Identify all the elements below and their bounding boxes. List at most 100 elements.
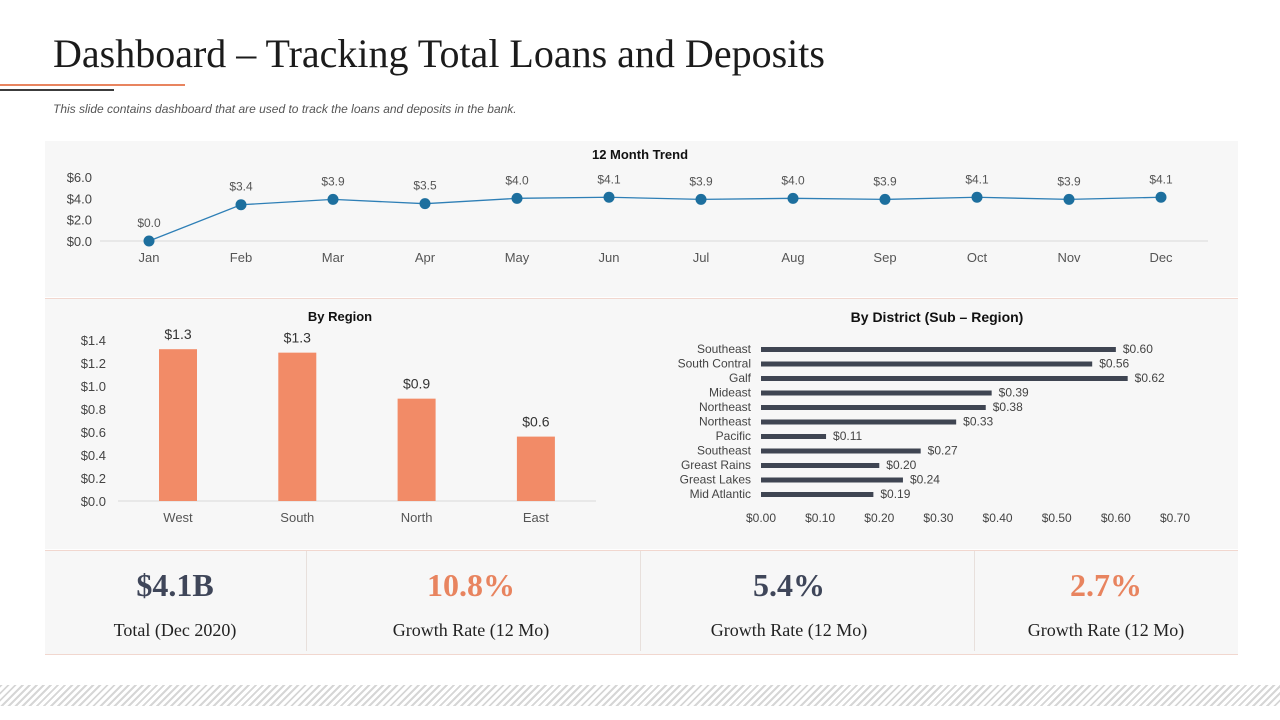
y-tick-label: $0.8 bbox=[81, 402, 106, 417]
x-tick-label: $0.30 bbox=[923, 511, 953, 525]
x-tick-label: $0.70 bbox=[1160, 511, 1190, 525]
x-tick-label: Jun bbox=[599, 250, 620, 265]
bar bbox=[761, 390, 992, 396]
y-tick-label: $0.4 bbox=[81, 448, 106, 463]
trend-chart: 12 Month Trend $6.0 $4.0 $2.0 $0.0 $0.0 Jan $3.… bbox=[67, 147, 1208, 265]
y-tick-label: $2.0 bbox=[67, 213, 92, 228]
data-label: $1.3 bbox=[284, 330, 311, 346]
x-tick-label: Mar bbox=[322, 250, 345, 265]
bar bbox=[761, 419, 957, 425]
data-label: $0.27 bbox=[928, 444, 958, 458]
kpi-panel bbox=[45, 551, 1238, 654]
kpi-growth-3: 2.7% Growth Rate (12 Mo) bbox=[976, 551, 1236, 641]
x-tick-label: South bbox=[280, 510, 314, 525]
category-label: Mideast bbox=[709, 386, 752, 400]
data-label: $0.60 bbox=[1123, 342, 1153, 356]
x-tick-label: Oct bbox=[967, 250, 988, 265]
kpi-value: 10.8% bbox=[427, 567, 515, 603]
y-tick-label: $0.6 bbox=[81, 425, 106, 440]
kpi-divider bbox=[640, 551, 641, 651]
category-label: Galf bbox=[729, 371, 752, 385]
data-label: $0.6 bbox=[522, 414, 549, 430]
y-tick-label: $1.4 bbox=[81, 333, 106, 348]
bar bbox=[397, 398, 436, 501]
data-point bbox=[787, 192, 799, 204]
kpi-label: Growth Rate (12 Mo) bbox=[392, 620, 550, 640]
category-label: Mid Atlantic bbox=[690, 487, 751, 501]
page-title: Dashboard – Tracking Total Loans and Dep… bbox=[53, 31, 825, 76]
data-point bbox=[879, 193, 891, 205]
y-tick-label: $6.0 bbox=[67, 170, 92, 185]
x-tick-label: Jul bbox=[693, 250, 710, 265]
kpi-label: Growth Rate (12 Mo) bbox=[710, 620, 868, 640]
x-tick-label: West bbox=[163, 510, 193, 525]
kpi-label: Total (Dec 2020) bbox=[113, 620, 237, 640]
kpi-divider bbox=[306, 551, 307, 651]
bar bbox=[761, 405, 986, 410]
bar bbox=[516, 436, 555, 501]
region-chart: By Region $1.4 $1.2 $1.0 $0.8 $0.6 $0.4 $0.2 $0.… bbox=[81, 309, 596, 525]
bar bbox=[761, 347, 1116, 352]
x-tick-label: East bbox=[523, 510, 549, 525]
panel-separator bbox=[45, 298, 1238, 299]
data-point bbox=[327, 193, 339, 205]
district-chart: By District (Sub – Region) Southeast $0.60… bbox=[678, 309, 1191, 525]
x-tick-label: $0.40 bbox=[983, 511, 1013, 525]
y-tick-label: $4.0 bbox=[67, 191, 92, 206]
data-label: $4.0 bbox=[781, 173, 805, 187]
x-tick-label: North bbox=[401, 510, 433, 525]
footer-hatch-band bbox=[0, 685, 1280, 706]
y-tick-label: $0.2 bbox=[81, 471, 106, 486]
bar bbox=[761, 376, 1128, 381]
data-label: $3.5 bbox=[413, 179, 437, 193]
data-point bbox=[143, 235, 155, 247]
data-point bbox=[1063, 193, 1075, 205]
chart-title: By District (Sub – Region) bbox=[851, 309, 1024, 325]
y-tick-label: $0.0 bbox=[67, 234, 92, 249]
data-label: $0.33 bbox=[963, 415, 993, 429]
title-accent-line bbox=[0, 84, 185, 86]
kpi-growth-2: 5.4% Growth Rate (12 Mo) bbox=[659, 551, 919, 641]
data-label: $0.24 bbox=[910, 473, 940, 487]
data-label: $0.38 bbox=[993, 400, 1023, 414]
x-tick-label: Nov bbox=[1057, 250, 1081, 265]
data-label: $4.1 bbox=[597, 172, 621, 186]
data-label: $0.62 bbox=[1135, 371, 1165, 385]
data-label: $0.0 bbox=[137, 216, 161, 230]
kpi-label: Growth Rate (12 Mo) bbox=[1027, 620, 1185, 640]
bar bbox=[761, 448, 921, 454]
kpi-value: $4.1B bbox=[136, 567, 214, 603]
x-tick-label: $0.20 bbox=[864, 511, 894, 525]
category-label: Greast Rains bbox=[681, 458, 751, 472]
category-label: South Contral bbox=[678, 357, 751, 371]
trend-panel bbox=[45, 141, 1238, 297]
y-tick-label: $0.0 bbox=[81, 494, 106, 509]
data-label: $3.9 bbox=[1057, 174, 1081, 188]
x-tick-label: $0.60 bbox=[1101, 511, 1131, 525]
data-label: $3.9 bbox=[689, 174, 713, 188]
kpi-growth-1: 10.8% Growth Rate (12 Mo) bbox=[341, 551, 601, 641]
category-label: Northeast bbox=[699, 415, 752, 429]
data-label: $4.1 bbox=[965, 172, 989, 186]
chart-title: 12 Month Trend bbox=[592, 147, 688, 162]
data-label: $0.19 bbox=[880, 487, 910, 501]
title-underline bbox=[0, 89, 114, 91]
data-point bbox=[419, 198, 431, 210]
data-point bbox=[695, 193, 707, 205]
data-label: $1.3 bbox=[164, 326, 191, 342]
data-label: $0.56 bbox=[1099, 357, 1129, 371]
data-label: $0.9 bbox=[403, 376, 430, 392]
x-tick-label: $0.10 bbox=[805, 511, 835, 525]
kpi-divider bbox=[974, 551, 975, 651]
data-label: $3.9 bbox=[321, 174, 345, 188]
x-tick-label: Dec bbox=[1149, 250, 1173, 265]
series-line bbox=[148, 196, 1162, 242]
region-district-panel bbox=[45, 299, 1238, 549]
kpi-value: 2.7% bbox=[1070, 567, 1142, 603]
x-tick-label: Aug bbox=[781, 250, 804, 265]
category-label: Southeast bbox=[697, 444, 752, 458]
y-tick-label: $1.2 bbox=[81, 356, 106, 371]
page-subtitle: This slide contains dashboard that are u… bbox=[53, 102, 517, 116]
bar bbox=[159, 349, 197, 501]
